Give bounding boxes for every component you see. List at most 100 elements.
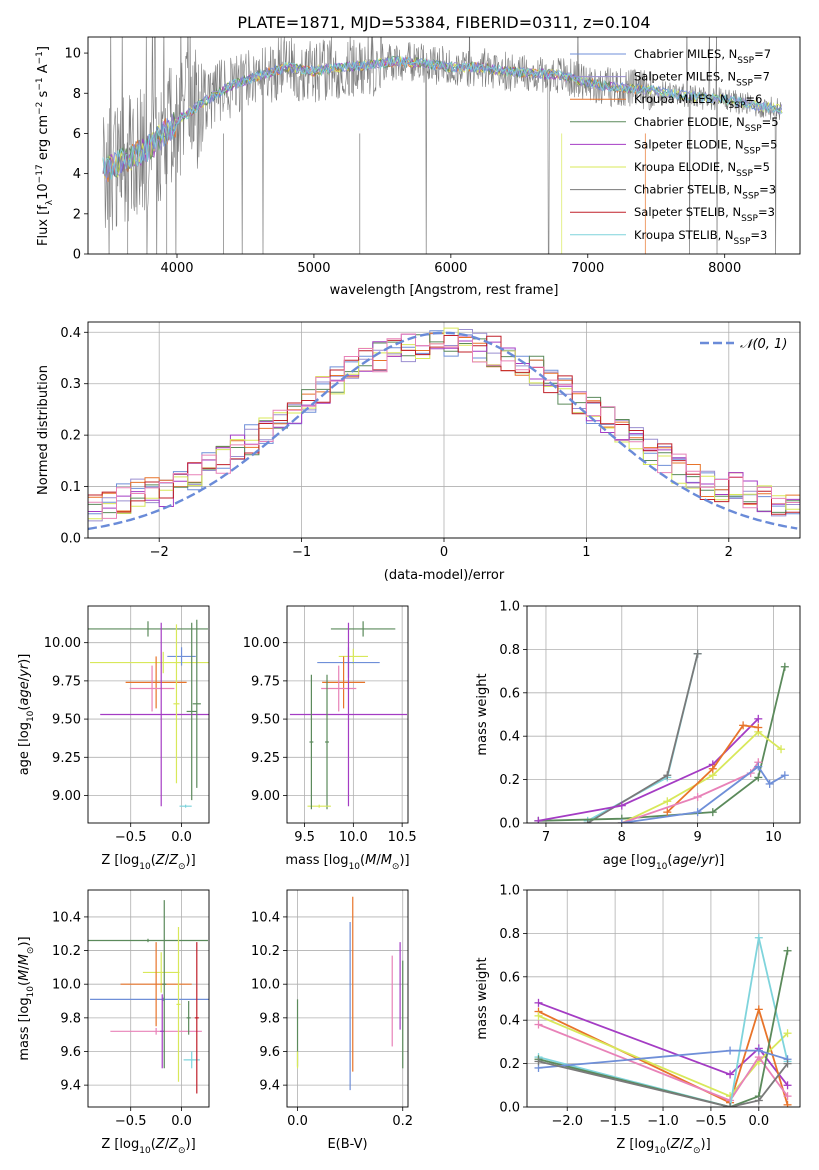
label-part: Chabrier MILES, N: [634, 47, 737, 61]
label-part: =3: [759, 183, 776, 197]
label-part: =3: [758, 205, 775, 219]
label-part: (: [17, 706, 32, 711]
errorbar-group: [88, 900, 209, 1094]
label-part: M: [381, 853, 392, 868]
y-tick-label: 9.25: [52, 751, 81, 766]
histogram-step: [88, 333, 800, 519]
label-part: Salpeter MILES, N: [634, 70, 736, 84]
weight-line: [538, 666, 786, 822]
label-part: mass [log: [17, 997, 32, 1060]
weight-line: [666, 724, 759, 813]
label-part: SSP: [742, 192, 759, 202]
label-part: ⊙: [693, 1146, 701, 1156]
label-part: )]: [17, 654, 32, 664]
x-axis-label: age [log10(age/yr)]: [603, 853, 725, 872]
y-tick-label: 9.6: [259, 1045, 280, 1060]
y-tick-label: 9.00: [251, 789, 280, 804]
label-part: SSP: [741, 214, 758, 224]
legend-label-kroupa_stelib: Kroupa STELIB, NSSP=3: [634, 228, 767, 247]
x-tick-label: 0: [440, 545, 448, 560]
label-part: age [log: [603, 853, 656, 868]
label-part: )]: [186, 853, 196, 868]
label-part: M: [365, 853, 376, 868]
plot-frame: [526, 889, 801, 1108]
x-tick-label: 1: [582, 545, 590, 560]
label-part: )]: [186, 1137, 196, 1152]
label-part: 10: [139, 1146, 151, 1156]
weight-line: [538, 937, 789, 1107]
x-tick-label: −2.0: [551, 1114, 583, 1129]
label-part: Chabrier STELIB, N: [634, 183, 742, 197]
label-part: Z: [683, 1137, 694, 1152]
y-tick-label: 0: [73, 248, 81, 263]
y-tick-label: 9.8: [60, 1011, 81, 1026]
label-part: Z [log: [101, 853, 139, 868]
label-part: Salpeter STELIB, N: [634, 205, 741, 219]
plot-frame: [87, 36, 801, 255]
y-tick-label: 0.0: [499, 817, 520, 832]
label-part: )]: [17, 936, 32, 946]
y-tick-label: 9.6: [60, 1045, 81, 1060]
plot-frame: [87, 889, 210, 1108]
y-axis-label: mass [log10(M/M⊙)]: [17, 936, 36, 1060]
y-tick-label: 10.00: [243, 636, 280, 651]
y-tick-label: 8: [73, 87, 81, 102]
x-tick-label: −1: [292, 545, 311, 560]
label-part: mass [log: [285, 853, 348, 868]
x-tick-label: 4000: [160, 261, 193, 276]
y-tick-label: 10.2: [52, 944, 81, 959]
x-axis-label: Z [log10(Z/Z⊙)]: [101, 1137, 195, 1156]
label-part: SSP: [736, 79, 753, 89]
label-part: ⊙: [26, 947, 36, 955]
y-tick-label: 10.0: [52, 978, 81, 993]
label-part: =3: [750, 228, 767, 242]
label-part: Flux [f: [36, 205, 51, 246]
x-axis-label: mass [log10(M/M⊙)]: [285, 853, 409, 872]
x-tick-label: 5000: [297, 261, 330, 276]
x-tick-label: 7000: [571, 261, 604, 276]
y-tick-label: 9.50: [251, 713, 280, 728]
x-axis-label: Z [log10(Z/Z⊙)]: [616, 1137, 710, 1156]
x-tick-label: 6000: [434, 261, 467, 276]
label-part: M: [17, 970, 32, 981]
legend-label-kroupa_elodie: Kroupa ELODIE, NSSP=5: [634, 160, 770, 179]
weight-line: [538, 718, 759, 822]
weight-line: [538, 1049, 788, 1069]
label-part: Z: [168, 853, 179, 868]
y-tick-label: 0.1: [60, 480, 81, 495]
label-part: ⊙: [178, 862, 186, 872]
x-tick-label: −0.5: [695, 1114, 727, 1129]
legend-label-chabrier_stelib: Chabrier STELIB, NSSP=3: [634, 183, 776, 202]
y-tick-label: 0.8: [499, 643, 520, 658]
weight-line: [587, 653, 699, 823]
errorbar-group: [289, 621, 408, 810]
plot-frame: [87, 605, 210, 824]
label-part: =5: [762, 115, 779, 129]
label-part: erg cm: [36, 115, 51, 164]
label-part: /: [165, 1137, 170, 1152]
spectrum-lines: [102, 37, 783, 254]
plot-frame: [526, 605, 801, 824]
x-tick-label: −2: [150, 545, 169, 560]
label-part: E(B-V): [327, 1137, 367, 1152]
label-part: /: [376, 853, 381, 868]
weight-line: [538, 1023, 789, 1102]
label-part: −2: [35, 102, 45, 115]
label-part: Kroupa ELODIE, N: [634, 160, 736, 174]
label-part: /: [17, 965, 32, 970]
label-part: ⊙: [178, 1146, 186, 1156]
y-tick-label: 0.8: [499, 927, 520, 942]
label-part: Z [log: [101, 1137, 139, 1152]
y-tick-label: 0.4: [499, 1014, 520, 1029]
x-tick-label: 10: [765, 830, 782, 845]
y-tick-label: 0.3: [60, 377, 81, 392]
label-part: (: [667, 853, 672, 868]
label-part: yr: [700, 853, 716, 868]
label-part: SSP: [744, 146, 761, 156]
legend-label-chabrier_elodie: Chabrier ELODIE, NSSP=5: [634, 115, 779, 134]
x-tick-label: 0.0: [748, 1114, 769, 1129]
label-part: =7: [753, 70, 770, 84]
y-axis-label: age [log10(age/yr)]: [17, 654, 36, 776]
x-tick-label: 9: [693, 830, 701, 845]
